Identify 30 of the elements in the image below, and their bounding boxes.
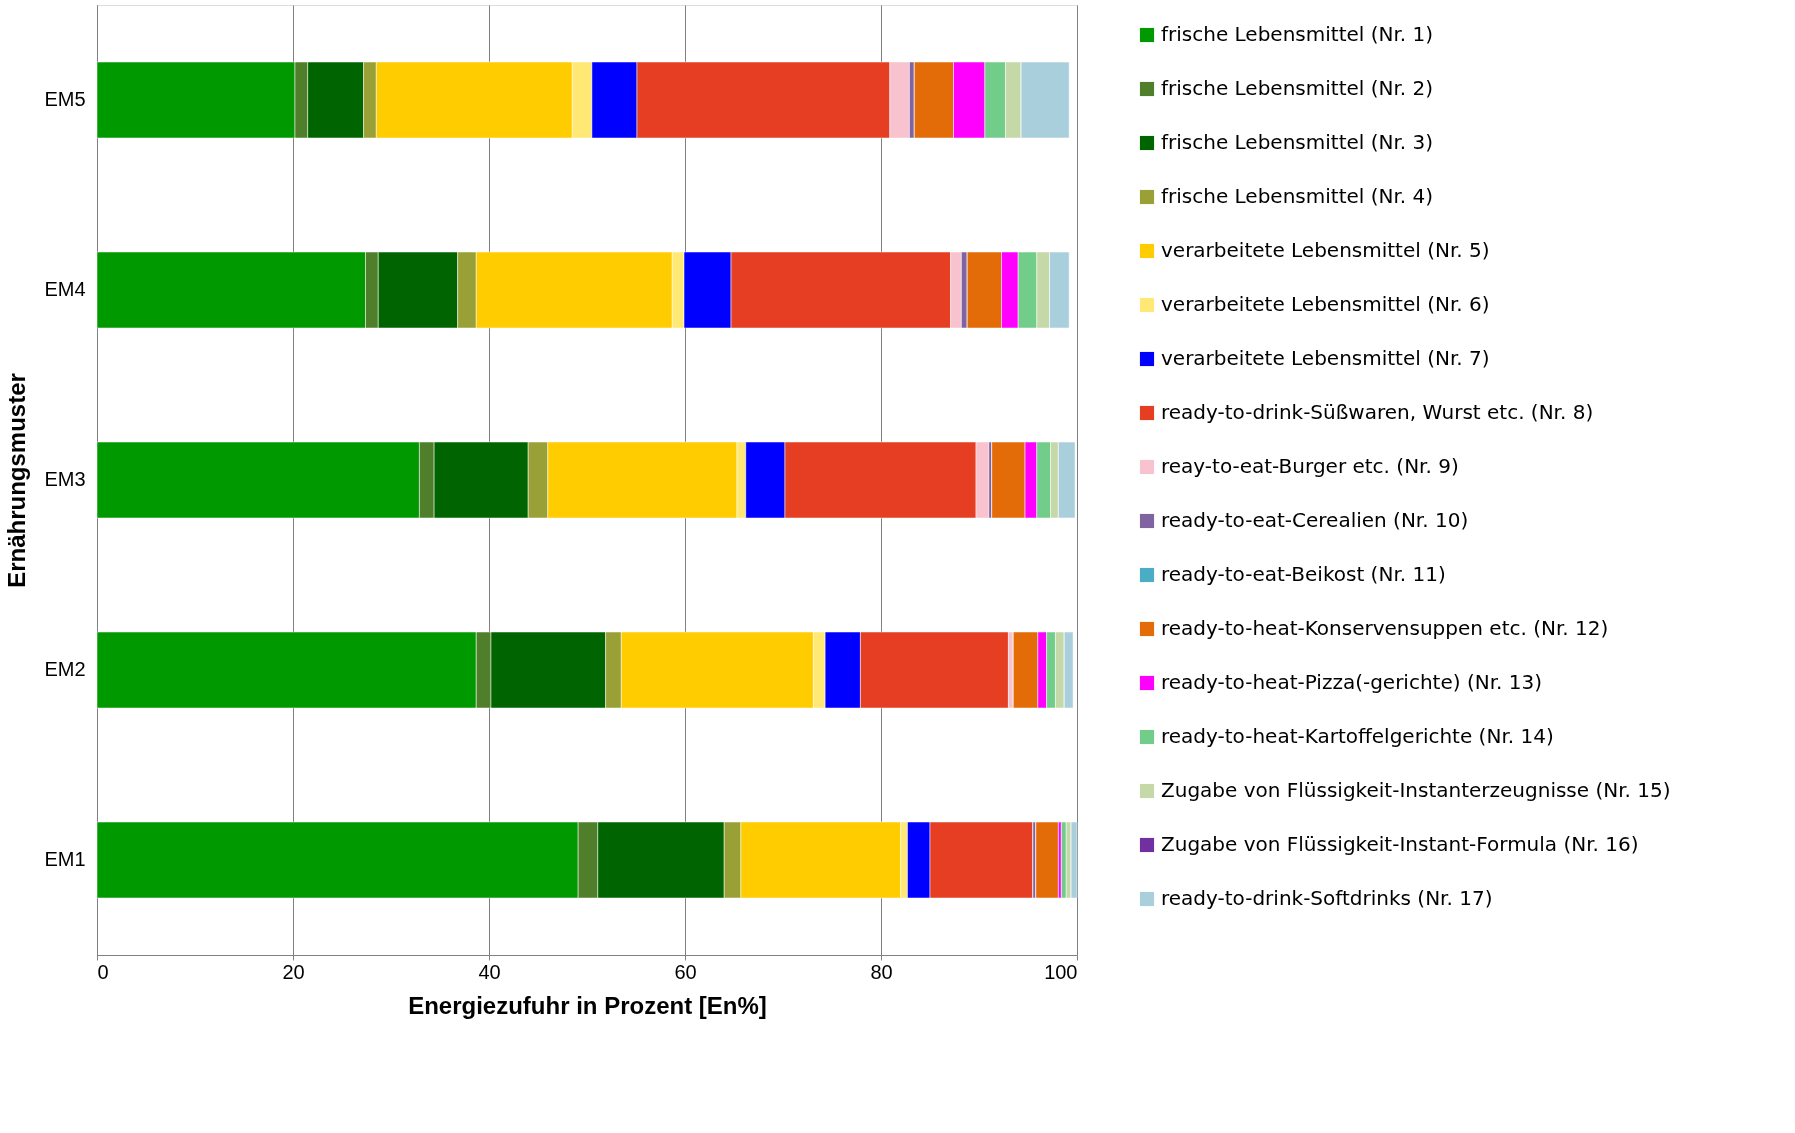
x-tick-label: 100 [1044,960,1078,983]
legend-label: reay-to-eat-Burger etc. (Nr. 9) [1161,454,1459,478]
legend-label: ready-to-heat-Kartoffelgerichte (Nr. 14) [1161,724,1554,748]
legend-label: frische Lebensmittel (Nr. 3) [1161,130,1434,154]
y-axis-title: Ernährungsmuster [3,373,31,588]
legend-label: verarbeitete Lebensmittel (Nr. 5) [1161,238,1490,262]
y-tick-label: EM1 [44,848,86,870]
y-tick-label: EM5 [44,88,86,110]
legend-label: Zugabe von Flüssigkeit-Instanterzeugnisse (Nr. 15) [1161,778,1671,802]
legend-label: Zugabe von Flüssigkeit-Instant-Formula (Nr. 16) [1161,832,1639,856]
legend-label: frische Lebensmittel (Nr. 1) [1161,22,1434,46]
x-axis-title: Energiezufuhr in Prozent [En%] [408,991,767,1019]
y-tick-label: EM2 [44,658,86,680]
legend-label: ready-to-heat-Pizza(-gerichte) (Nr. 13) [1161,670,1543,694]
x-tick-label: 60 [674,960,697,983]
legend-label: verarbeitete Lebensmittel (Nr. 7) [1161,346,1490,370]
legend-label: ready-to-eat-Cerealien (Nr. 10) [1161,508,1469,532]
x-tick-label: 20 [282,960,305,983]
x-tick-label: 80 [870,960,893,983]
y-tick-label: EM3 [44,468,86,490]
legend-label: frische Lebensmittel (Nr. 2) [1161,76,1434,100]
legend-label: ready-to-drink-Süßwaren, Wurst etc. (Nr. 8) [1161,400,1594,424]
x-tick-label: 40 [478,960,501,983]
x-tick-label: 0 [97,960,109,983]
legend-label: verarbeitete Lebensmittel (Nr. 6) [1161,292,1490,316]
legend-label: ready-to-eat-Beikost (Nr. 11) [1161,562,1446,586]
legend-label: frische Lebensmittel (Nr. 4) [1161,184,1434,208]
y-tick-label: EM4 [44,278,86,300]
legend-label: ready-to-drink-Softdrinks (Nr. 17) [1161,886,1493,910]
legend-label: ready-to-heat-Konservensuppen etc. (Nr. 12) [1161,616,1609,640]
